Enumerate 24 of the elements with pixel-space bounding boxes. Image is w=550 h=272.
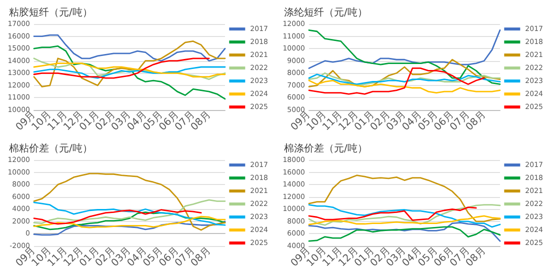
line-series <box>33 40 226 88</box>
line-series <box>308 174 501 222</box>
line-series <box>33 45 226 100</box>
line-series <box>308 29 501 69</box>
line-series <box>33 34 226 62</box>
line-series <box>33 212 226 230</box>
line-series <box>308 68 485 95</box>
line-series <box>308 215 501 226</box>
line-series <box>33 62 226 78</box>
line-series <box>33 216 226 228</box>
chart-title: 棉涤价差（元/吨） <box>284 142 368 154</box>
line-series <box>308 226 501 242</box>
line-series <box>308 29 501 85</box>
line-series <box>308 222 501 242</box>
chart-title: 粘胶短纤（元/吨） <box>9 6 92 18</box>
chart-title: 涤纶短纤（元/吨） <box>284 6 368 18</box>
line-series <box>33 220 226 236</box>
line-series <box>33 172 226 231</box>
line-series <box>308 206 477 221</box>
line-series <box>308 80 501 94</box>
chart-title: 棉粘价差（元/吨） <box>9 142 92 154</box>
line-series <box>33 209 202 225</box>
line-series <box>308 58 501 88</box>
line-series <box>33 66 226 79</box>
